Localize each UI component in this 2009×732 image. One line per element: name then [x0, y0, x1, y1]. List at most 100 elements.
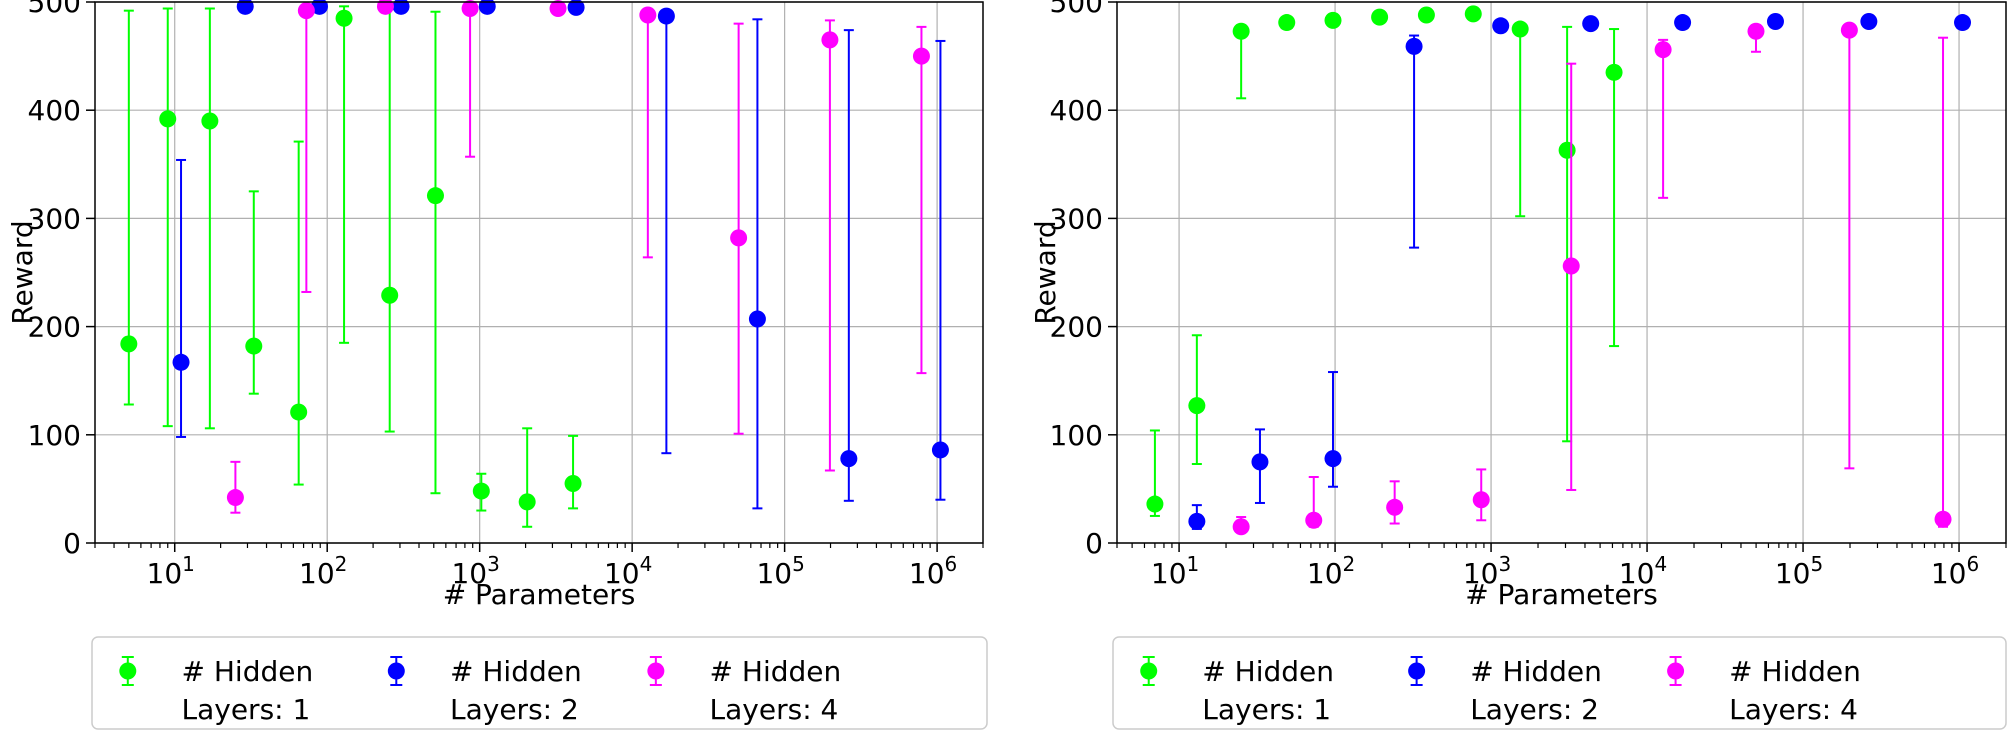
data-point [1934, 510, 1952, 528]
data-point [478, 0, 496, 15]
data-point [1582, 15, 1600, 33]
y-axis-label: Reward [6, 220, 39, 324]
data-point [1324, 11, 1342, 29]
y-tick-label: 0 [63, 527, 81, 560]
data-point [1605, 63, 1623, 81]
data-point [1278, 14, 1296, 32]
data-point [201, 112, 219, 130]
data-point [840, 450, 858, 468]
series-3 [226, 0, 930, 514]
x-tick-label: 103 [451, 552, 499, 590]
legend-marker-dot [119, 662, 137, 680]
data-point [172, 353, 190, 371]
data-point [567, 0, 585, 16]
x-tick-label: 106 [1931, 552, 1979, 590]
data-point [310, 0, 328, 15]
data-point [1251, 453, 1269, 471]
legend-label: # Hidden Layers: 1 [182, 655, 314, 726]
data-point [657, 7, 675, 25]
legend-label: # Hidden Layers: 4 [710, 655, 842, 726]
data-point [931, 441, 949, 459]
data-point [564, 474, 582, 492]
plot-frame [1116, 1, 2007, 544]
data-point [236, 0, 254, 15]
data-point [381, 286, 399, 304]
series-1 [120, 5, 582, 528]
y-tick-label: 200 [28, 311, 81, 344]
x-tick-label: 105 [756, 552, 804, 590]
data-point [426, 187, 444, 205]
plot-frame [94, 1, 984, 544]
legend-box [91, 636, 988, 730]
x-axis-label: # Parameters [443, 578, 636, 611]
y-axis-label: Reward [1029, 220, 1062, 324]
data-point [472, 482, 490, 500]
data-point [1511, 20, 1529, 38]
data-point [159, 110, 177, 128]
series-2 [1188, 12, 1972, 530]
data-point [1674, 14, 1692, 32]
data-point [290, 403, 308, 421]
data-point [1417, 6, 1435, 24]
legend-marker-dot [1408, 662, 1426, 680]
data-point [639, 6, 657, 24]
data-point [821, 31, 839, 49]
data-point [1188, 512, 1206, 530]
data-point [1492, 17, 1510, 35]
data-point [461, 0, 479, 17]
series-1 [1146, 5, 1623, 517]
data-point [335, 9, 353, 27]
y-tick-label: 0 [1085, 527, 1103, 560]
x-tick-label: 102 [299, 552, 347, 590]
data-point [1324, 450, 1342, 468]
x-tick-label: 101 [147, 552, 195, 590]
data-point [1232, 22, 1250, 40]
legend-label: # Hidden Layers: 2 [1470, 655, 1602, 726]
data-point [1146, 495, 1164, 513]
data-point [518, 493, 536, 511]
y-tick-label: 300 [28, 202, 81, 235]
data-point [226, 489, 244, 507]
legend-box [1112, 636, 2007, 730]
x-tick-label: 101 [1151, 552, 1199, 590]
x-tick-label: 103 [1463, 552, 1511, 590]
y-tick-label: 500 [28, 0, 81, 19]
data-point [748, 310, 766, 328]
y-tick-label: 300 [1050, 202, 1103, 235]
x-tick-label: 104 [1619, 552, 1667, 590]
legend-label: # Hidden Layers: 1 [1202, 655, 1334, 726]
data-point [1232, 518, 1250, 536]
data-point [1558, 141, 1576, 159]
data-point [1386, 498, 1404, 516]
legend-marker-dot [1140, 662, 1158, 680]
legend-label: # Hidden Layers: 2 [450, 655, 582, 726]
data-point [1562, 257, 1580, 275]
data-point [245, 337, 263, 355]
legend-marker-dot [647, 662, 665, 680]
y-tick-label: 100 [28, 419, 81, 452]
data-point [549, 0, 567, 17]
y-tick-label: 200 [1050, 311, 1103, 344]
data-point [1305, 511, 1323, 529]
legend-marker-dot [1667, 662, 1685, 680]
series-2 [172, 0, 949, 510]
chart-panel-1: 101 102 103 104 105 106 0 100 200 300 400 500 # Para… [6, 0, 988, 730]
y-tick-label: 400 [1050, 94, 1103, 127]
legend-label: # Hidden Layers: 4 [1729, 655, 1861, 726]
data-point [376, 0, 394, 15]
x-tick-label: 104 [604, 552, 652, 590]
data-point [392, 0, 410, 15]
data-point [120, 335, 138, 353]
data-point [1405, 37, 1423, 55]
data-point [730, 229, 748, 247]
data-point [912, 47, 930, 65]
legend-marker-dot [387, 662, 405, 680]
data-point [1188, 397, 1206, 415]
series-3 [1232, 21, 1952, 536]
legend: # Hidden Layers: 1 # Hidden Layers: 2 # Hidd… [91, 636, 988, 730]
data-point [297, 2, 315, 20]
chart-panel-2: 101 102 103 104 105 106 0 100 200 300 400 500 # Para… [1029, 0, 2007, 730]
data-point [1747, 22, 1765, 40]
data-point [1371, 8, 1389, 26]
y-tick-label: 500 [1050, 0, 1103, 19]
